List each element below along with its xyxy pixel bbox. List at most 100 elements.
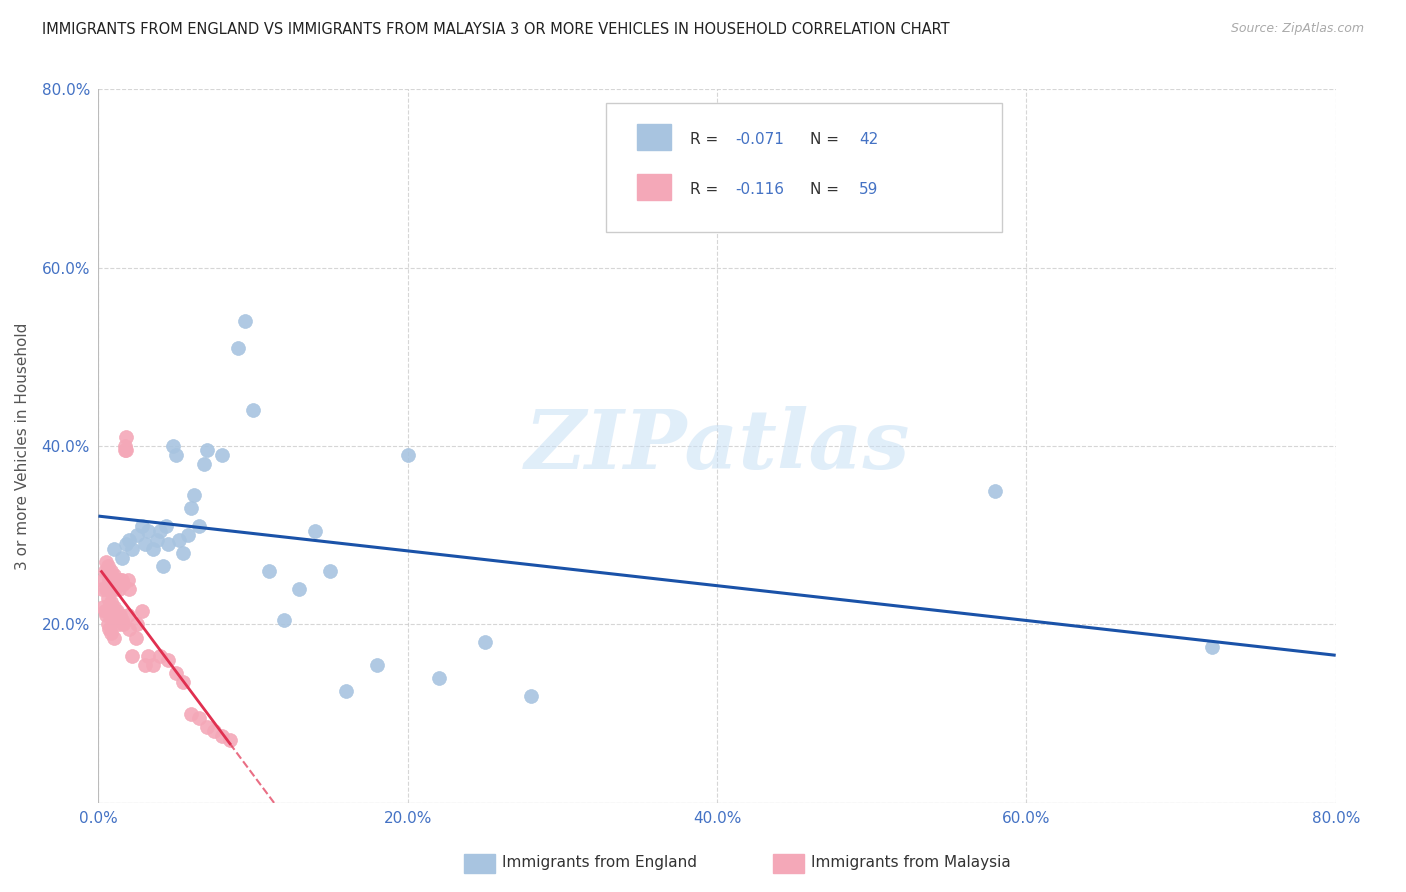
Point (105, 604, 128, 618)
Text: Immigrants from England: Immigrants from England (502, 855, 697, 870)
Point (131, 604, 153, 618)
Point (180, 501, 202, 516)
Point (366, 657, 388, 672)
Point (149, 524, 172, 538)
Text: -0.071: -0.071 (735, 132, 785, 146)
FancyBboxPatch shape (637, 124, 671, 150)
Text: N =: N = (810, 182, 844, 196)
Point (155, 519, 177, 533)
Point (103, 568, 125, 582)
Point (149, 648, 172, 663)
Point (112, 617, 135, 632)
Point (104, 613, 127, 627)
Point (93, 564, 115, 578)
Point (131, 519, 153, 533)
Point (195, 443, 218, 458)
Point (108, 608, 131, 623)
FancyBboxPatch shape (637, 174, 671, 200)
Point (984, 483, 1007, 498)
Text: N =: N = (810, 132, 844, 146)
Point (91, 599, 114, 614)
Point (396, 448, 419, 462)
Point (105, 573, 128, 587)
Point (114, 443, 136, 458)
Point (273, 613, 295, 627)
Point (474, 635, 496, 649)
Point (111, 613, 132, 627)
Point (101, 608, 124, 623)
Point (157, 653, 180, 667)
Point (98, 599, 121, 614)
Point (134, 657, 156, 672)
Point (319, 564, 342, 578)
Point (204, 724, 226, 739)
Point (335, 684, 357, 698)
Point (101, 577, 124, 591)
Point (304, 524, 326, 538)
Point (141, 541, 165, 556)
Point (141, 657, 165, 672)
Text: R =: R = (690, 132, 723, 146)
Point (195, 720, 218, 734)
Point (96, 582, 118, 596)
Point (152, 559, 174, 574)
Point (100, 564, 122, 578)
Point (162, 439, 184, 453)
Point (257, 564, 280, 578)
Point (103, 541, 125, 556)
Point (121, 648, 143, 663)
Point (180, 706, 202, 721)
Point (117, 608, 139, 623)
Point (115, 537, 138, 551)
Point (177, 528, 200, 542)
Point (242, 403, 264, 417)
Point (118, 533, 141, 547)
Point (100, 595, 122, 609)
Point (115, 443, 138, 458)
Point (520, 689, 543, 703)
Text: IMMIGRANTS FROM ENGLAND VS IMMIGRANTS FROM MALAYSIA 3 OR MORE VEHICLES IN HOUSEH: IMMIGRANTS FROM ENGLAND VS IMMIGRANTS FR… (42, 22, 950, 37)
Text: R =: R = (690, 182, 723, 196)
Point (165, 448, 187, 462)
Point (117, 573, 139, 587)
Point (100, 626, 122, 640)
Point (124, 631, 146, 645)
Point (103, 631, 125, 645)
Point (188, 519, 211, 533)
Text: 59: 59 (859, 182, 879, 196)
Point (98, 573, 121, 587)
Point (136, 524, 159, 538)
Point (104, 582, 127, 596)
Point (90, 582, 112, 596)
Point (127, 617, 149, 632)
Point (188, 711, 211, 725)
Point (114, 439, 136, 453)
Point (103, 599, 125, 614)
Point (97, 559, 120, 574)
Point (97, 617, 120, 632)
Point (96, 608, 118, 623)
Point (112, 577, 135, 591)
Point (111, 550, 132, 565)
Point (115, 430, 138, 444)
Point (96, 555, 118, 569)
Text: -0.116: -0.116 (735, 182, 785, 196)
Point (108, 573, 131, 587)
Point (97, 591, 120, 605)
Point (165, 666, 187, 681)
Point (226, 341, 249, 355)
Point (127, 528, 149, 542)
Text: Immigrants from Malaysia: Immigrants from Malaysia (811, 855, 1011, 870)
Point (98, 622, 121, 636)
Point (107, 617, 129, 632)
Point (233, 314, 257, 328)
Point (1201, 640, 1223, 654)
Text: 42: 42 (859, 132, 879, 146)
Point (193, 457, 215, 471)
Point (172, 546, 194, 560)
Point (146, 533, 169, 547)
Point (91, 573, 114, 587)
Point (167, 533, 190, 547)
Point (157, 537, 180, 551)
Point (219, 733, 242, 747)
